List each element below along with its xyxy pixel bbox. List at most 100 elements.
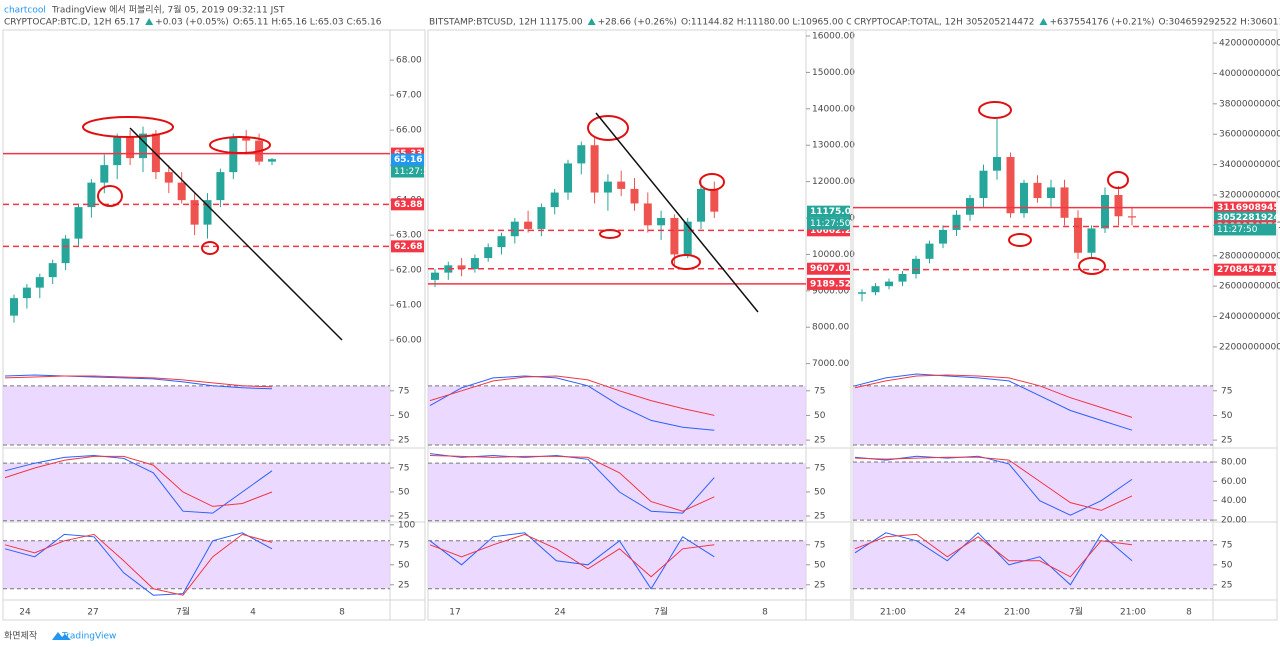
candle-body: [550, 192, 559, 208]
osc-line: [4, 375, 273, 388]
annotation-circle: [1078, 257, 1106, 275]
publisher: chartcool: [4, 6, 46, 16]
y-tick-label: 63.00: [396, 231, 422, 241]
price-tag: [1214, 211, 1276, 224]
candle-body: [993, 157, 1001, 171]
price-tag-label: 311690894550: [1217, 203, 1280, 213]
osc-tick-label: 50: [814, 487, 826, 497]
candle-body: [979, 170, 988, 199]
candle-body: [190, 200, 199, 225]
candle-body: [10, 298, 18, 316]
footer-brand: TradingView: [61, 632, 116, 642]
candle-body: [497, 236, 506, 248]
osc-tick-label: 75: [814, 540, 825, 550]
y-tick-label: 67.00: [396, 91, 422, 101]
candle-body: [1101, 194, 1109, 229]
annotation-circle: [82, 116, 174, 138]
x-tick-label: 8: [1186, 608, 1192, 618]
candle-body: [268, 159, 276, 162]
y-tick-label: 15000.00: [812, 68, 855, 78]
osc-tick-label: 40.00: [1221, 496, 1247, 506]
time-tag: [807, 217, 850, 230]
x-tick-label: 27: [87, 608, 98, 618]
price-tag-label: 305228192481: [1217, 213, 1280, 223]
candle-body: [683, 221, 692, 255]
y-tick-label: 8000.00: [812, 323, 849, 333]
candle-body: [48, 263, 57, 278]
brand-logo: [52, 632, 71, 640]
price-tag-label: 10662.23: [810, 226, 857, 236]
panel-header: CRYPTOCAP:BTC.D, 12H 65.17 +0.03 (+0.05%)…: [4, 18, 382, 28]
y-tick-label: 61.00: [396, 301, 422, 311]
candle-body: [74, 207, 83, 239]
y-tick-label: 16000.00: [812, 32, 855, 42]
osc-tick-label: 25: [814, 580, 825, 590]
osc-tick-label: 50: [1221, 411, 1233, 421]
y-tick-label: 280000000000: [1219, 251, 1280, 261]
annotation-circle: [699, 173, 725, 191]
candle-body: [630, 188, 639, 204]
x-tick-label: 24: [19, 608, 31, 618]
annotation-circle: [209, 136, 271, 154]
candle-body: [670, 218, 679, 255]
osc-line: [854, 373, 1133, 431]
osc-tick-label: 75: [814, 463, 825, 473]
x-tick-label: 8: [762, 608, 768, 618]
time-tag: [1214, 223, 1276, 236]
osc-band: [853, 462, 1213, 521]
x-tick-label: 7월: [654, 606, 668, 618]
panel-header: BITSTAMP:BTCUSD, 12H 11175.00 +28.66 (+0.…: [429, 18, 851, 28]
candle-body: [858, 292, 866, 294]
candle-body: [643, 203, 652, 226]
osc-tick-label: 50: [814, 560, 826, 570]
time-tag-label: 11:27:50: [394, 167, 435, 177]
trend-line: [595, 112, 759, 313]
osc-tick-label: 25: [398, 511, 409, 521]
candle-body: [1074, 217, 1082, 253]
x-tick-label: 7월: [176, 606, 190, 618]
osc-tick-label: 25: [398, 436, 409, 446]
symbol-title: BITSTAMP:BTCUSD, 12H 11175.00: [429, 18, 583, 28]
annotation-circle: [1008, 233, 1032, 247]
osc-tick-label: 50: [814, 411, 826, 421]
osc-line: [4, 532, 273, 596]
osc-tick-label: 75: [398, 463, 409, 473]
osc-band: [3, 463, 390, 521]
candle-body: [912, 258, 920, 275]
y-tick-label: 9000.00: [812, 286, 849, 296]
y-tick-label: 240000000000: [1219, 312, 1280, 322]
osc-tick-label: 50: [1221, 560, 1233, 570]
candle-body: [925, 243, 934, 259]
candle-body: [898, 274, 907, 282]
time-tag-label: 11:27:50: [810, 219, 851, 229]
candle-body: [1087, 228, 1096, 253]
y-tick-label: 7000.00: [812, 359, 849, 369]
candle-body: [484, 247, 493, 259]
osc-tick-label: 75: [814, 386, 825, 396]
y-tick-label: 260000000000: [1219, 282, 1280, 292]
y-tick-label: 62.00: [396, 266, 422, 276]
publish-info: TradingView 에서 퍼블리쉬, 7월 05, 2019 09:32:1…: [51, 4, 285, 16]
candle-body: [1020, 182, 1028, 214]
osc-tick-label: 100: [398, 520, 415, 530]
panel-frame: [427, 29, 852, 621]
annotation-circle: [599, 229, 621, 239]
candle-body: [524, 221, 533, 229]
osc-line: [854, 374, 1133, 418]
candle-body: [617, 181, 626, 189]
x-tick-label: 4: [250, 608, 256, 618]
price-tag-label: 11175.00: [810, 207, 857, 217]
osc-tick-label: 25: [1221, 436, 1232, 446]
y-tick-label: 380000000000: [1219, 99, 1280, 109]
candle-body: [1128, 216, 1136, 218]
y-tick-label: 420000000000: [1219, 39, 1280, 49]
candle-body: [510, 221, 519, 237]
annotation-circle: [1107, 171, 1129, 189]
candle-body: [697, 188, 705, 222]
ohlc: O:65.11 H:65.16 L:65.03 C:65.16: [233, 18, 382, 28]
candle-body: [871, 286, 880, 293]
osc-tick-label: 50: [398, 411, 410, 421]
osc-tick-label: 60.00: [1221, 477, 1247, 487]
price-tag: [1214, 201, 1276, 214]
y-tick-label: 340000000000: [1219, 160, 1280, 170]
